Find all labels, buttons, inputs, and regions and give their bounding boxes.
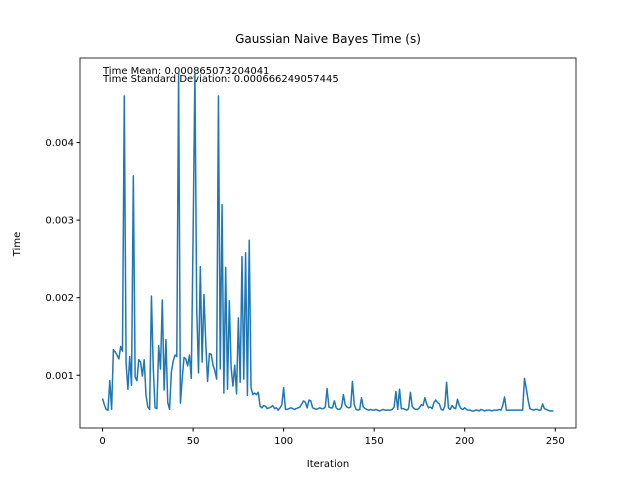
x-tick-label: 200 (455, 436, 474, 447)
plot-frame (79, 57, 577, 429)
x-tick-label: 150 (365, 436, 384, 447)
annotation: Time Standard Deviation: 0.0006662490574… (102, 74, 339, 85)
x-axis-label: Iteration (307, 459, 349, 470)
y-tick-label: 0.001 (45, 371, 74, 382)
chart-title: Gaussian Naive Bayes Time (s) (235, 32, 421, 46)
x-tick-label: 0 (99, 436, 105, 447)
annotation: Time Mean: 0.000865073204041 (102, 66, 269, 77)
y-axis-label: Time (12, 232, 23, 257)
y-tick-label: 0.004 (45, 138, 74, 149)
y-tick-label: 0.002 (45, 293, 74, 304)
x-tick-label: 250 (546, 436, 565, 447)
x-tick-label: 50 (187, 436, 200, 447)
data-line (101, 71, 554, 412)
y-tick-label: 0.003 (45, 216, 74, 227)
x-tick-label: 100 (274, 436, 293, 447)
